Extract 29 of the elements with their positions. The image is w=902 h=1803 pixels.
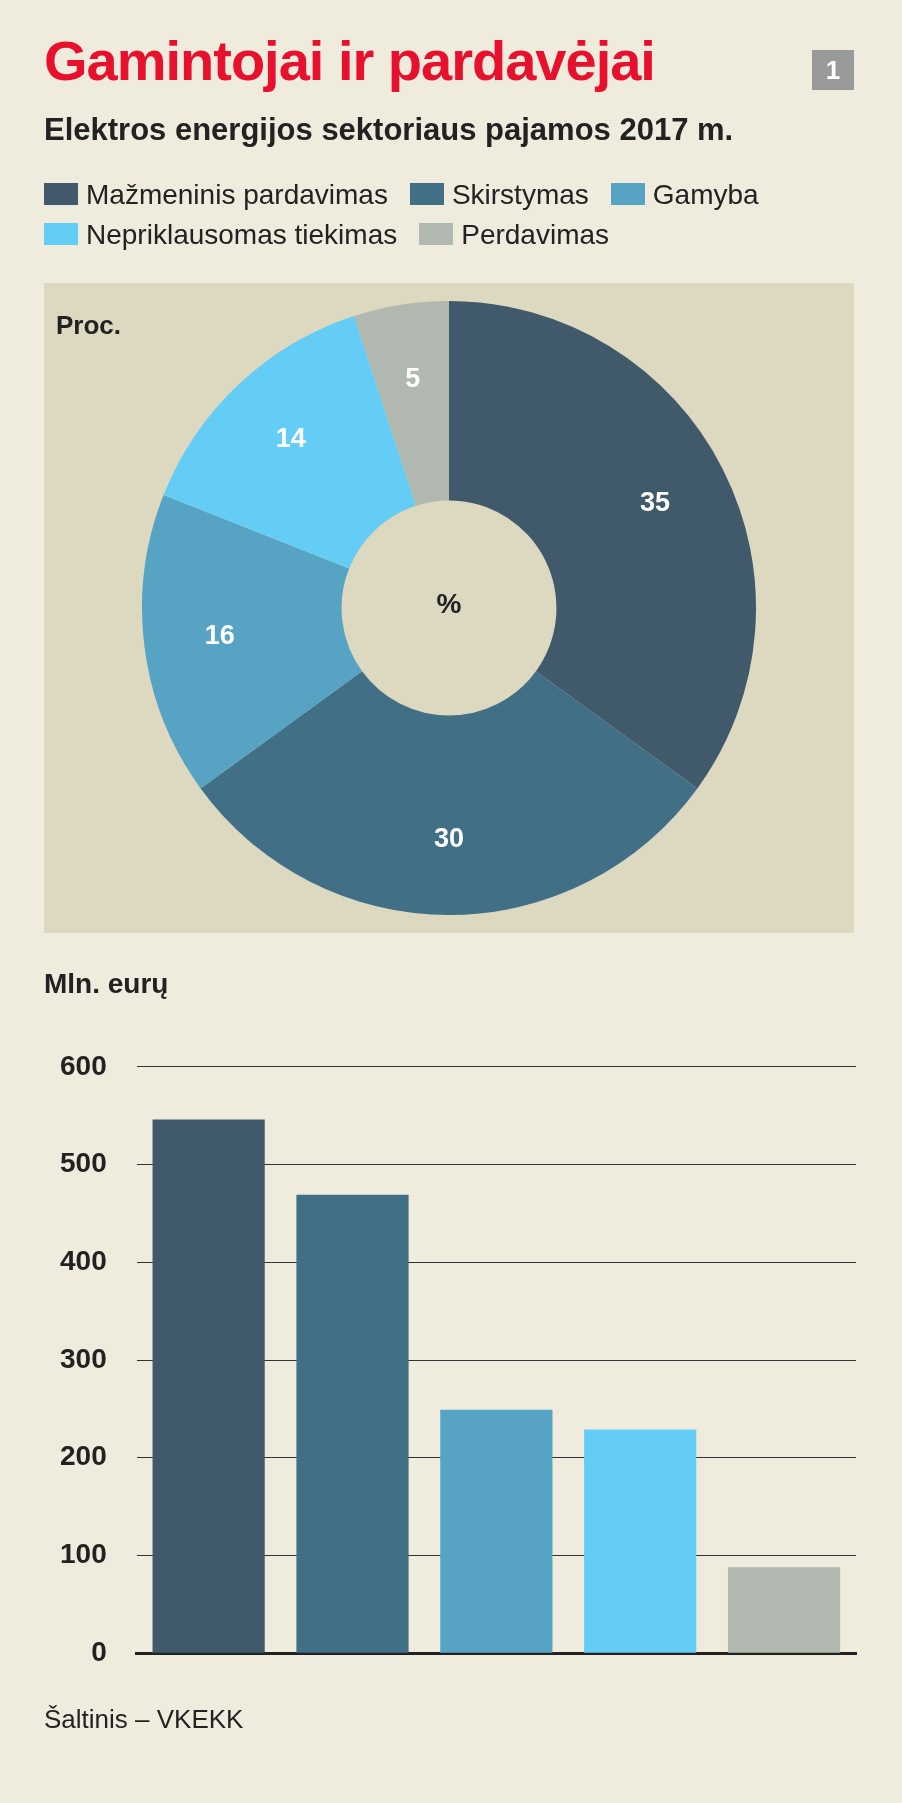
data-label: 14	[275, 422, 306, 453]
text: %	[435, 588, 463, 620]
legend-label: Nepriklausomas tiekimas	[85, 218, 398, 252]
legend-label: Skirstymas	[450, 178, 589, 212]
y-tick-label: 400	[60, 1244, 107, 1276]
bar	[727, 1567, 841, 1653]
data-label: 35	[639, 486, 670, 517]
text: Šaltinis – VKEKK	[44, 1704, 244, 1735]
legend-label: Mažmeninis pardavimas	[85, 178, 388, 212]
y-tick-label: 600	[60, 1049, 107, 1081]
bar	[296, 1194, 409, 1653]
text: Proc.	[56, 310, 122, 341]
chart-subtitle: Elektros energijos sektoriaus pajamos 2017 m.	[44, 112, 734, 148]
chart-title: Gamintojai ir pardavėjai	[44, 28, 655, 93]
bar	[152, 1119, 265, 1653]
bar	[584, 1429, 697, 1653]
bar	[440, 1409, 553, 1653]
y-tick-label: 500	[60, 1147, 107, 1179]
y-tick-label: 200	[60, 1440, 107, 1472]
y-axis-title: Mln. eurų	[44, 968, 169, 1000]
y-tick-label: 0	[91, 1635, 107, 1667]
legend-label: Perdavimas	[460, 218, 610, 252]
data-label: 5	[405, 363, 421, 394]
y-tick-label: 300	[60, 1342, 107, 1374]
legend-label: Gamyba	[651, 178, 759, 212]
text: 1	[812, 50, 854, 90]
data-label: 30	[433, 822, 465, 853]
data-label: 16	[204, 620, 235, 651]
y-tick-label: 100	[60, 1538, 107, 1570]
